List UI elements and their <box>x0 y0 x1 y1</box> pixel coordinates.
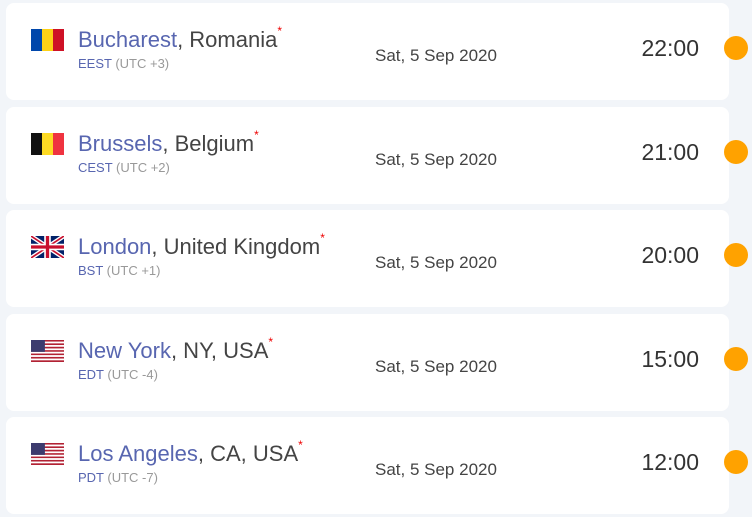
city-link[interactable]: Los Angeles <box>78 441 198 466</box>
tz-abbr[interactable]: EDT <box>78 366 104 382</box>
utc-offset: (UTC +2) <box>112 159 170 175</box>
daytime-indicator-icon <box>724 36 748 60</box>
date: Sat, 5 Sep 2020 <box>375 356 497 376</box>
city-link[interactable]: Brussels <box>78 130 163 156</box>
timezone-label: EDT (UTC -4) <box>78 367 158 382</box>
region: , CA, USA <box>197 441 299 466</box>
timezone-label: EEST (UTC +3) <box>78 56 169 71</box>
time: 22:00 <box>641 35 699 61</box>
utc-offset: (UTC -4) <box>103 366 158 382</box>
city-link[interactable]: Bucharest <box>78 27 178 52</box>
city-link[interactable]: London <box>78 234 152 259</box>
date: Sat, 5 Sep 2020 <box>375 149 497 169</box>
tz-abbr[interactable]: EEST <box>78 56 112 71</box>
location-name: London, United Kingdom* <box>78 231 325 260</box>
region: , Belgium <box>162 130 255 156</box>
romania-flag-icon <box>31 29 64 51</box>
timezone-label: BST (UTC +1) <box>78 263 160 278</box>
time: 15:00 <box>641 345 699 372</box>
time: 12:00 <box>641 449 699 475</box>
time: 21:00 <box>641 138 699 165</box>
region: , NY, USA <box>170 337 269 363</box>
dst-marker: * <box>254 127 259 142</box>
location-name: Brussels, Belgium* <box>78 127 259 157</box>
region: , Romania <box>177 27 278 52</box>
tz-abbr[interactable]: PDT <box>78 470 104 485</box>
tz-abbr[interactable]: CEST <box>78 159 113 175</box>
timezone-card[interactable]: Los Angeles, CA, USA* PDT (UTC -7) Sat, … <box>6 417 729 514</box>
dst-marker: * <box>320 231 325 245</box>
timezone-label: CEST (UTC +2) <box>78 160 170 175</box>
dst-marker: * <box>277 24 283 38</box>
utc-offset: (UTC -7) <box>103 470 158 485</box>
dst-marker: * <box>268 334 274 349</box>
daytime-indicator-icon <box>724 450 748 474</box>
belgium-flag-icon <box>31 132 64 155</box>
city-link[interactable]: New York <box>78 337 171 363</box>
dst-marker: * <box>298 438 303 452</box>
location-name: Bucharest, Romania* <box>78 24 283 53</box>
timezone-card[interactable]: Bucharest, Romania* EEST (UTC +3) Sat, 5… <box>6 3 729 100</box>
date: Sat, 5 Sep 2020 <box>375 46 497 65</box>
daytime-indicator-icon <box>724 243 748 267</box>
tz-abbr[interactable]: BST <box>78 263 104 278</box>
region: , United Kingdom <box>151 234 321 259</box>
timezone-card[interactable]: London, United Kingdom* BST (UTC +1) Sat… <box>6 210 729 307</box>
utc-offset: (UTC +3) <box>111 56 170 71</box>
timezone-card[interactable]: Brussels, Belgium* CEST (UTC +2) Sat, 5 … <box>6 106 729 204</box>
timezone-label: PDT (UTC -7) <box>78 470 158 485</box>
daytime-indicator-icon <box>724 139 748 164</box>
date: Sat, 5 Sep 2020 <box>375 253 497 272</box>
time: 20:00 <box>641 242 699 268</box>
location-name: New York, NY, USA* <box>78 334 274 364</box>
daytime-indicator-icon <box>724 346 748 371</box>
location-name: Los Angeles, CA, USA* <box>78 438 303 467</box>
usa-flag-icon <box>31 339 64 362</box>
usa-flag-icon <box>31 443 64 465</box>
timezone-card[interactable]: New York, NY, USA* EDT (UTC -4) Sat, 5 S… <box>6 313 729 411</box>
date: Sat, 5 Sep 2020 <box>375 460 497 479</box>
utc-offset: (UTC +1) <box>103 263 161 278</box>
uk-flag-icon <box>31 236 64 258</box>
